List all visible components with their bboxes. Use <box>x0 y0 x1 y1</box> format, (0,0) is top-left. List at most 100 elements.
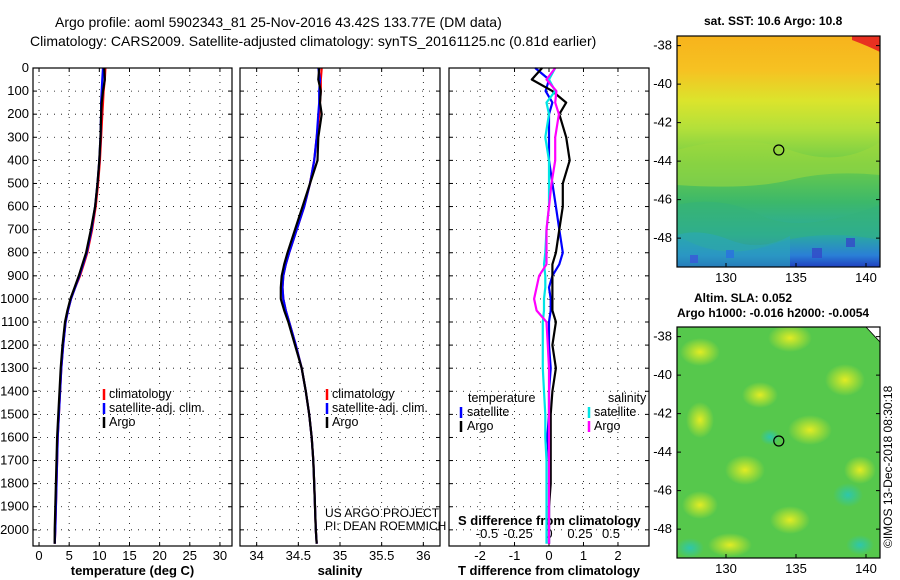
sla-map-panel: Altim. SLA: 0.052 Argo h1000: -0.016 h20… <box>676 291 881 559</box>
x-tick-label: 1 <box>580 548 587 563</box>
map-y-tick-label: -42 <box>653 115 672 130</box>
y-tick-label: 200 <box>7 106 29 121</box>
sla-map-title: Altim. SLA: 0.052 <box>694 291 792 305</box>
x-tick-label: 36 <box>416 548 430 563</box>
y-tick-label: 100 <box>7 83 29 98</box>
map-y-tick-label: -42 <box>653 406 672 421</box>
y-tick-label: 2000 <box>0 522 29 537</box>
map-y-tick-label: -44 <box>653 444 672 459</box>
map-y-tick-label: -40 <box>653 367 672 382</box>
y-tick-label: 1100 <box>1 314 29 329</box>
series-line-s-satellite <box>541 67 557 544</box>
map-y-tick-label: -40 <box>653 76 672 91</box>
figure-subtitle: Climatology: CARS2009. Satellite-adjuste… <box>30 33 596 49</box>
y-tick-label: 1500 <box>0 406 29 421</box>
map-x-tick-label: 135 <box>785 561 807 576</box>
y-tick-label: 1300 <box>0 360 29 375</box>
y-tick-label: 1600 <box>0 429 29 444</box>
sst-map-field <box>677 36 880 267</box>
map-axes: 130 135 140 -38 -40 -42 -44 -46 -48 130 135 140 -38 -… <box>653 38 880 576</box>
legend-label: satellite-adj. clim. <box>109 401 205 415</box>
map-x-tick-label: 130 <box>715 270 737 285</box>
x-tick-label: 15 <box>122 548 136 563</box>
x-tick-label: 5 <box>66 548 73 563</box>
legend-label: satellite-adj. clim. <box>332 401 428 415</box>
sst-map-title: sat. SST: 10.6 Argo: 10.8 <box>704 14 843 28</box>
map-y-tick-label: -46 <box>653 192 672 207</box>
sst-map-frame <box>676 35 881 268</box>
y-tick-label: 1800 <box>0 476 29 491</box>
legend-label-salinity: satellite <box>594 405 636 419</box>
x-tick-label: 34.5 <box>286 548 311 563</box>
sst-map-panel: sat. SST: 10.6 Argo: 10.8 <box>676 14 881 268</box>
x-axis-label: salinity <box>318 563 364 578</box>
sal-diff-tick-label: 0.5 <box>602 526 620 541</box>
legend-label: Argo <box>332 415 358 429</box>
y-tick-label: 400 <box>7 152 29 167</box>
x-tick-label: 34 <box>249 548 263 563</box>
map-x-tick-label: 140 <box>855 561 877 576</box>
map-y-tick-label: -48 <box>653 230 672 245</box>
map-y-tick-label: -44 <box>653 153 672 168</box>
plot-background <box>33 68 232 546</box>
sal-diff-tick-label: 0.25 <box>567 526 592 541</box>
sla-map-field <box>677 327 880 558</box>
map-x-tick-label: 130 <box>715 561 737 576</box>
legend-title-temperature: temperature <box>468 391 535 405</box>
legend-label-temperature: Argo <box>467 419 493 433</box>
x-tick-label: 20 <box>152 548 166 563</box>
series-line-s-argo <box>532 67 561 544</box>
x-tick-label: 35 <box>333 548 347 563</box>
legend-label-salinity: Argo <box>594 419 620 433</box>
x-tick-label: 25 <box>183 548 197 563</box>
y-tick-label: 500 <box>7 175 29 190</box>
y-tick-label: 300 <box>7 129 29 144</box>
map-y-tick-label: -38 <box>653 38 672 53</box>
series-line-t-argo <box>530 67 571 544</box>
y-tick-label: 1900 <box>0 499 29 514</box>
series-line-argo <box>279 67 323 544</box>
figure-title: Argo profile: aoml 5902343_81 25-Nov-201… <box>55 14 502 30</box>
map-y-tick-label: -46 <box>653 483 672 498</box>
credit-text: US ARGO PROJECT <box>325 506 440 520</box>
x-tick-label: 0 <box>545 548 552 563</box>
pi-text: PI: DEAN ROEMMICH <box>325 519 446 533</box>
legend-label: Argo <box>109 415 135 429</box>
y-tick-label: 600 <box>7 199 29 214</box>
x-tick-label: 2 <box>614 548 621 563</box>
y-tick-label: 1200 <box>0 337 29 352</box>
plot-frame <box>448 67 650 547</box>
temperature-panel: 0100200300400500600700800900100011001200… <box>0 60 233 578</box>
plot-frame <box>32 67 233 547</box>
sla-map-frame <box>676 326 881 559</box>
x-axis-label: T difference from climatology <box>458 563 641 578</box>
y-tick-label: 1700 <box>0 453 29 468</box>
argo-location-marker <box>773 435 785 447</box>
sla-map-subtitle: Argo h1000: -0.016 h2000: -0.0054 <box>677 306 869 320</box>
y-tick-label: 900 <box>7 268 29 283</box>
legend-label: climatology <box>109 387 172 401</box>
y-tick-label: 800 <box>7 245 29 260</box>
map-y-tick-label: -38 <box>653 329 672 344</box>
map-x-tick-label: 140 <box>855 270 877 285</box>
x-tick-label: -1 <box>509 548 521 563</box>
x-tick-label: 0 <box>35 548 42 563</box>
x-axis-label: temperature (deg C) <box>71 563 195 578</box>
y-tick-label: 700 <box>7 222 29 237</box>
x-tick-label: 35.5 <box>369 548 394 563</box>
sal-diff-tick-label: -0.5 <box>476 526 498 541</box>
x-tick-label: 30 <box>213 548 227 563</box>
x-tick-label: -2 <box>474 548 486 563</box>
y-tick-label: 0 <box>22 60 29 75</box>
series-line-argo <box>53 67 106 544</box>
difference-panel: -2 -1 0 1 2-0.5 -0.25 0 0.25 0.5S difference fro… <box>448 67 650 578</box>
legend-label-temperature: satellite <box>467 405 509 419</box>
salinity-panel: 34 34.5 35 35.5 36 salinity climatologysatelli… <box>239 67 441 578</box>
y-tick-label: 1000 <box>0 291 29 306</box>
y-tick-label: 1400 <box>0 383 29 398</box>
imos-watermark: ©IMOS 13-Dec-2018 08:30:18 <box>881 385 895 548</box>
map-x-tick-label: 135 <box>785 270 807 285</box>
x-tick-label: 10 <box>92 548 106 563</box>
legend-label: climatology <box>332 387 395 401</box>
